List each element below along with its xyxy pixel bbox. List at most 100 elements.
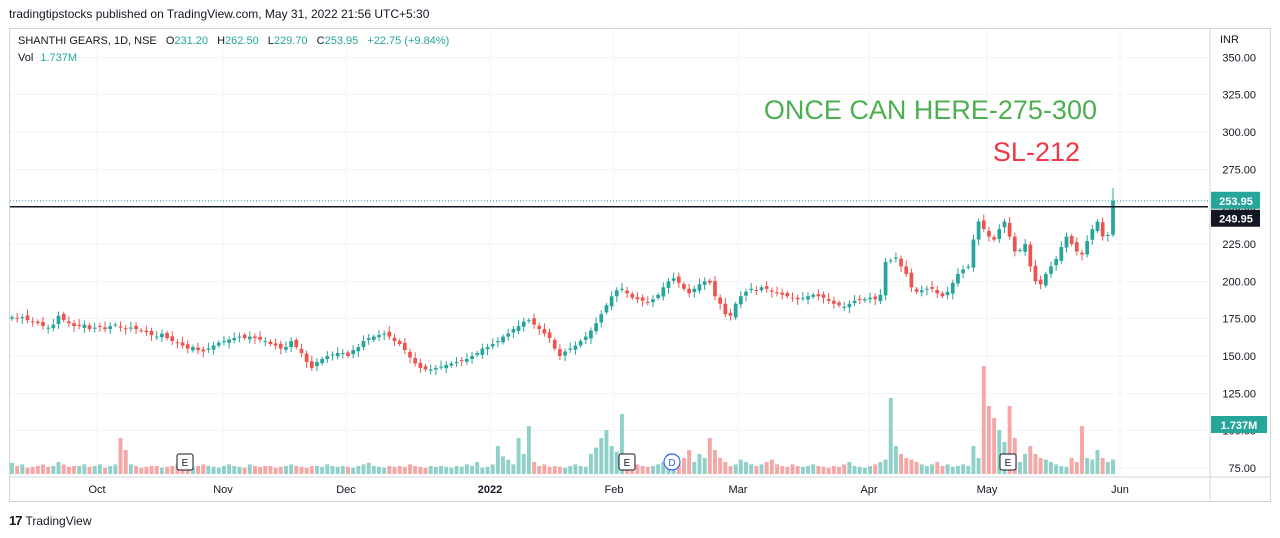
candle-body (335, 353, 340, 357)
volume-bar (216, 467, 221, 474)
volume-bar (547, 466, 552, 474)
candle-body (134, 325, 138, 330)
candle-body (1043, 273, 1048, 286)
volume-bar (309, 466, 314, 474)
candle-body (578, 341, 583, 346)
volume-bar (304, 467, 309, 474)
volume-bar (981, 366, 986, 474)
volume-bar (738, 459, 743, 474)
candle-body (408, 351, 412, 358)
volume-bar (1074, 462, 1079, 474)
candle-body (201, 349, 206, 352)
volume-bar (971, 446, 976, 474)
low-label: L (267, 35, 274, 47)
candle-body (170, 336, 175, 342)
dividend-marker-icon (663, 453, 681, 471)
volume-bar (588, 454, 593, 474)
candle-body (656, 294, 660, 299)
candle-body (459, 360, 464, 362)
volume-bar (790, 464, 795, 474)
volume-bar (294, 466, 299, 474)
volume-bar (25, 467, 30, 474)
volume-bar (542, 464, 547, 474)
candle-body (258, 336, 262, 340)
candle-body (325, 356, 330, 359)
candle-body (41, 321, 45, 327)
candle-body (661, 287, 666, 297)
candle-body (299, 348, 304, 354)
candle-body (527, 320, 531, 322)
candle-body (397, 341, 402, 345)
volume-bar (873, 464, 878, 474)
candle-body (351, 350, 356, 355)
volume-bar (464, 464, 469, 474)
volume-bar (454, 466, 459, 474)
volume-bar (682, 458, 686, 474)
volume-bar (237, 466, 242, 474)
volume-bar (656, 464, 661, 474)
volume-bar (697, 454, 702, 474)
volume-bar (408, 464, 412, 474)
volume-tag-label: 1.737M (1221, 420, 1258, 432)
volume-bar (552, 466, 557, 474)
volume-bar (604, 430, 609, 474)
candle-body (25, 315, 30, 321)
volume-bar (707, 438, 712, 474)
volume-bar (1064, 466, 1069, 474)
candle-body (666, 281, 671, 288)
candle-body (754, 289, 759, 291)
candle-body (785, 292, 790, 297)
candle-body (826, 298, 831, 301)
volume-bar (495, 446, 500, 474)
volume-bar (816, 466, 821, 474)
volume-bar (780, 466, 785, 474)
volume-label: Vol (18, 52, 34, 64)
candle-body (1111, 200, 1115, 235)
volume-bar (857, 466, 862, 474)
last-price-tag (1211, 191, 1260, 209)
volume-bar (687, 450, 692, 474)
candle-body (294, 339, 299, 348)
volume-bar (1017, 462, 1022, 474)
y-tick-label: 175.00 (1222, 314, 1256, 326)
volume-bar (966, 466, 971, 474)
candle-body (837, 302, 841, 306)
earnings-marker-icon (999, 453, 1017, 471)
candle-body (92, 327, 97, 329)
candle-body (671, 278, 676, 281)
candle-body (542, 329, 547, 334)
volume-bar (899, 454, 904, 474)
y-tick-label: 325.00 (1222, 90, 1256, 102)
candle-body (857, 298, 862, 300)
candle-body (98, 325, 102, 327)
candle-body (919, 290, 924, 293)
volume-bar (713, 450, 717, 474)
candle-body (635, 297, 640, 300)
candle-body (320, 358, 325, 364)
candle-body (129, 327, 133, 329)
volume-bar (10, 462, 14, 474)
volume-bar (242, 467, 247, 474)
volume-bar (537, 466, 542, 474)
candle-body (278, 343, 283, 349)
volume-bar (1033, 454, 1038, 474)
x-tick-label: Apr (860, 484, 877, 496)
dividend-marker-label: D (668, 458, 675, 469)
tradingview-logo-icon[interactable]: 17 (9, 513, 23, 528)
candle-body (237, 336, 242, 338)
brand-name[interactable]: TradingView (25, 513, 92, 528)
volume-bar (888, 398, 893, 474)
candle-body (614, 290, 619, 297)
candle-body (1054, 258, 1059, 266)
candle-body (811, 294, 816, 297)
candle-body (366, 338, 371, 340)
volume-bar (128, 464, 133, 474)
volume-bar (402, 466, 407, 474)
candle-body (909, 272, 914, 288)
volume-bar (46, 466, 51, 474)
symbol-label[interactable]: SHANTHI GEARS, 1D, NSE (18, 35, 157, 47)
volume-bar (325, 464, 330, 474)
x-tick-label: Feb (605, 484, 624, 496)
candle-body (46, 327, 51, 329)
